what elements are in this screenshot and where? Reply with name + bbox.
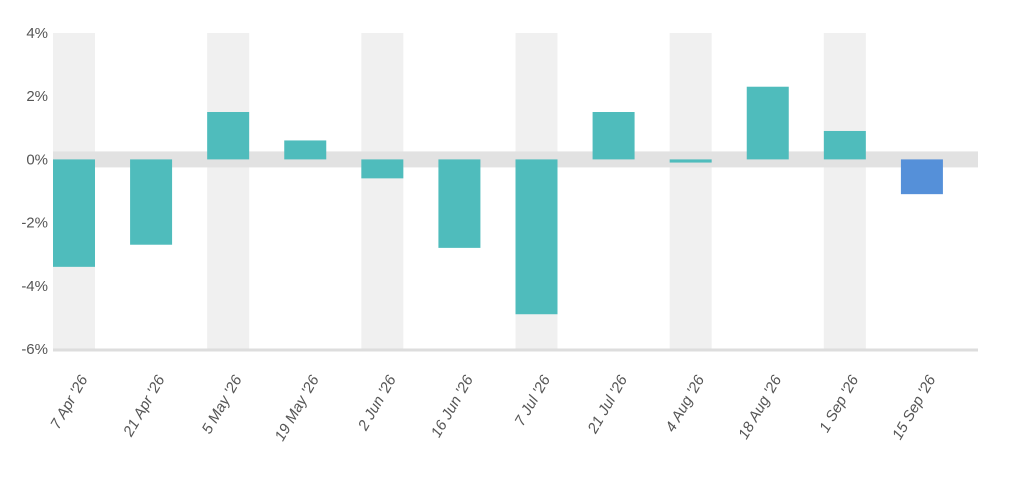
bar-8 xyxy=(592,112,635,160)
bar-4 xyxy=(284,140,327,160)
x-tick-label: 5 May '26 xyxy=(199,372,246,437)
y-tick-label: -4% xyxy=(21,278,48,295)
background-band xyxy=(361,33,404,349)
background-band xyxy=(207,33,250,349)
y-tick-label: 4% xyxy=(26,25,48,42)
x-tick-label: 21 Jul '26 xyxy=(584,372,631,437)
x-tick-label: 16 Jun '26 xyxy=(428,372,477,441)
x-tick-label: 18 Aug '26 xyxy=(735,372,785,442)
y-tick-label: 2% xyxy=(26,88,48,105)
x-tick-label: 7 Apr '26 xyxy=(47,372,92,432)
bar-11 xyxy=(823,130,866,160)
bar-6 xyxy=(438,159,481,248)
y-tick-label: -2% xyxy=(21,215,48,232)
background-band xyxy=(669,33,712,349)
x-tick-label: 21 Apr '26 xyxy=(120,372,169,440)
x-tick-label: 2 Jun '26 xyxy=(354,372,400,434)
bar-2 xyxy=(130,159,173,245)
x-tick-label: 1 Sep '26 xyxy=(816,372,863,436)
x-tick-label: 4 Aug '26 xyxy=(662,372,708,435)
bar-10 xyxy=(746,86,789,160)
x-tick-label: 7 Jul '26 xyxy=(512,372,555,429)
x-tick-label: 19 May '26 xyxy=(272,372,324,444)
y-tick-label: 0% xyxy=(26,151,48,168)
y-tick-label: -6% xyxy=(21,341,48,358)
bar-9 xyxy=(669,159,712,163)
bar-1 xyxy=(53,159,95,267)
bar-3 xyxy=(207,112,250,160)
bar-5 xyxy=(361,159,404,179)
bar-7 xyxy=(515,159,558,315)
x-tick-label: 15 Sep '26 xyxy=(889,372,940,443)
background-band xyxy=(823,33,866,349)
bar-12 xyxy=(900,159,943,195)
